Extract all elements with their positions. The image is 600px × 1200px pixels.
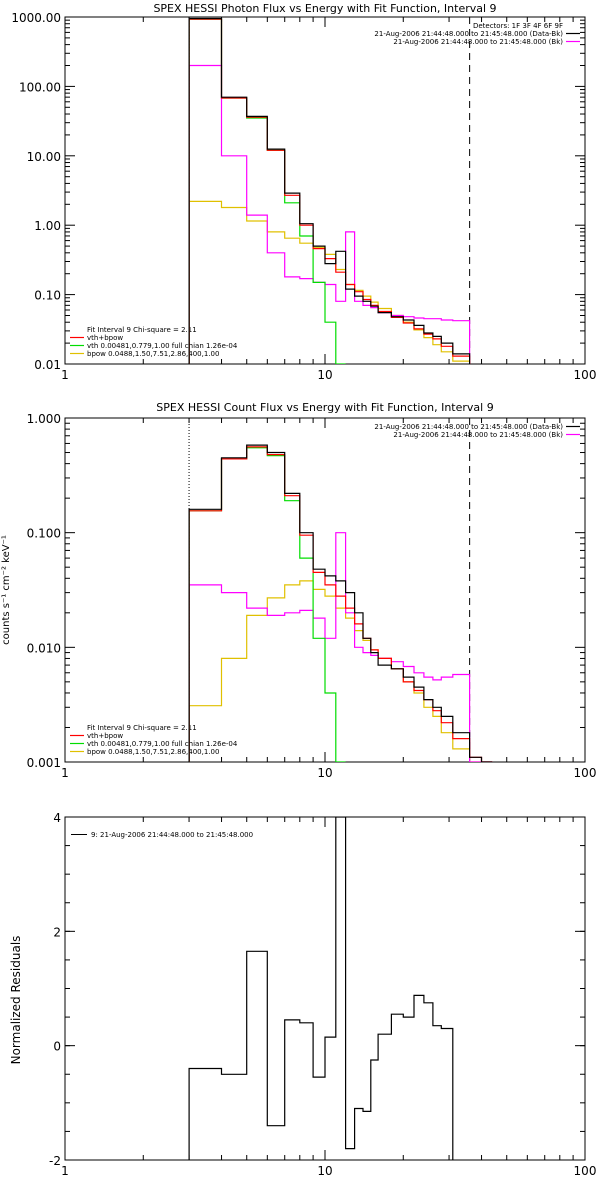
y-tick-label: 4	[53, 811, 61, 825]
x-tick-label: 100	[574, 766, 597, 780]
series-9-21-aug-2006-21-44-48-000-to-21-45-48-000-line	[188, 817, 454, 1160]
photon-flux-title: SPEX HESSI Photon Flux vs Energy with Fi…	[153, 2, 496, 15]
y-tick-label: 100.00	[19, 80, 61, 94]
y-tick-label: 0.001	[27, 756, 61, 770]
x-tick-label: 1	[61, 766, 69, 780]
fit-legend-text: vth 0.00481,0.779,1.00 full chian 1.26e-…	[87, 342, 238, 350]
x-tick-label: 10	[317, 1164, 332, 1178]
top-legend-text: 21-Aug-2006 21:44:48.000 to 21:45:48.000…	[393, 38, 563, 46]
x-tick-label: 1	[61, 368, 69, 382]
y-tick-label: 2	[53, 925, 61, 939]
y-tick-label: 0	[53, 1040, 61, 1054]
top-legend-text: Detectors: 1F 3F 4F 6F 9F	[473, 22, 563, 30]
count-flux-y-axis-label: counts s⁻¹ cm⁻² keV⁻¹	[1, 535, 12, 645]
x-tick-label: 100	[574, 368, 597, 382]
fit-legend-text: vth 0.00481,0.779,1.00 full chian 1.26e-…	[87, 740, 238, 748]
series-vth-line	[188, 18, 346, 364]
count-flux-top-legend: 21-Aug-2006 21:44:48.000 to 21:45:48.000…	[374, 423, 580, 439]
series-bpow-line	[188, 200, 471, 364]
fit-legend-text: Fit Interval 9 Chi-square = 2.11	[87, 724, 197, 732]
y-tick-label: 10.00	[27, 150, 61, 164]
top-legend-text: 21-Aug-2006 21:44:48.000 to 21:45:48.000…	[374, 423, 563, 431]
count-flux-title: SPEX HESSI Count Flux vs Energy with Fit…	[156, 401, 493, 414]
series-bk-line	[188, 532, 493, 762]
y-tick-label: 1000.00	[11, 11, 61, 25]
fit-legend-text: bpow 0.0488,1.50,7.51,2.86,400,1.00	[87, 748, 219, 756]
y-tick-label: 1.000	[27, 412, 61, 426]
fit-legend-text: vth+bpow	[87, 334, 123, 342]
series-bpow-line	[188, 580, 493, 762]
count-flux-fit-legend: Fit Interval 9 Chi-square = 2.11vth+bpow…	[70, 724, 238, 756]
residuals-panel: Normalized Residuals 9: 21-Aug-2006 21:4…	[9, 811, 596, 1178]
y-tick-label: 0.100	[27, 527, 61, 541]
series-data-bk-line	[188, 444, 493, 762]
x-tick-label: 100	[574, 1164, 597, 1178]
residuals-legend-text: 9: 21-Aug-2006 21:44:48.000 to 21:45:48.…	[91, 831, 253, 839]
top-legend-text: 21-Aug-2006 21:44:48.000 to 21:45:48.000…	[393, 431, 563, 439]
residuals-y-axis-label: Normalized Residuals	[9, 936, 23, 1065]
residuals-legend: 9: 21-Aug-2006 21:44:48.000 to 21:45:48.…	[71, 831, 253, 839]
y-tick-label: 1.00	[34, 219, 61, 233]
top-legend-text: 21-Aug-2006 21:44:48.000 to 21:45:48.000…	[374, 30, 563, 38]
series-total-fit-line	[188, 18, 471, 364]
y-tick-label: 0.01	[34, 358, 61, 372]
fit-legend-text: bpow 0.0488,1.50,7.51,2.86,400,1.00	[87, 350, 219, 358]
count-flux-panel: SPEX HESSI Count Flux vs Energy with Fit…	[1, 401, 596, 780]
fit-legend-text: Fit Interval 9 Chi-square = 2.11	[87, 326, 197, 334]
x-tick-label: 10	[317, 368, 332, 382]
photon-flux-fit-legend: Fit Interval 9 Chi-square = 2.11vth+bpow…	[70, 326, 238, 358]
series-total-fit-line	[188, 446, 493, 762]
plot-frame	[64, 816, 586, 1161]
fit-legend-text: vth+bpow	[87, 732, 123, 740]
y-tick-label: 0.010	[27, 641, 61, 655]
photon-flux-panel: SPEX HESSI Photon Flux vs Energy with Fi…	[11, 2, 596, 382]
x-tick-label: 10	[317, 766, 332, 780]
y-tick-label: -2	[49, 1154, 61, 1168]
x-tick-label: 1	[61, 1164, 69, 1178]
y-tick-label: 0.10	[34, 289, 61, 303]
series-bk-line	[188, 64, 471, 364]
series-data-bk-line	[188, 17, 471, 364]
